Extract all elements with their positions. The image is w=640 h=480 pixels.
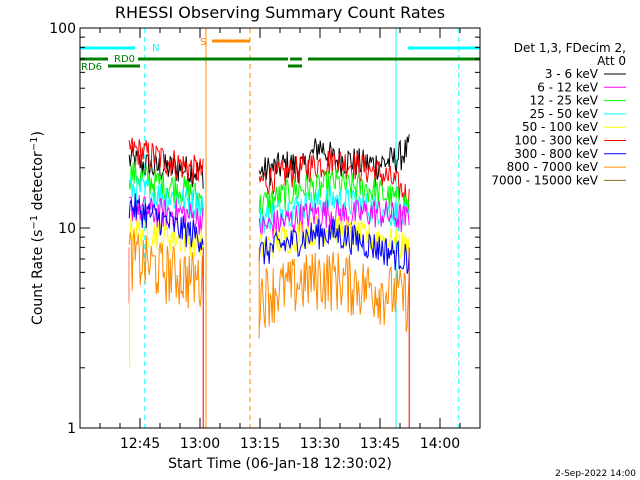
x-axis-label: Start Time (06-Jan-18 12:30:02) (168, 456, 392, 472)
flag-label-rd6: RD6 (81, 62, 102, 73)
legend-header-1: Att 0 (597, 54, 626, 68)
y-label-end: ) (30, 131, 46, 136)
x-tick-label-0: 12:45 (120, 436, 160, 452)
y-axis-label: Count Rate (s−1 detector−1) (29, 131, 46, 325)
x-tick-label-2: 13:15 (240, 436, 280, 452)
flag-label-n: N (152, 43, 159, 54)
x-tick-label-1: 13:00 (180, 436, 220, 452)
series-line-5-seg1 (128, 137, 204, 185)
y-label-sup-1: −1 (29, 215, 40, 230)
y-tick-label-2: 100 (49, 21, 76, 37)
legend-label-8: 7000 - 15000 keV (491, 173, 598, 187)
legend-label-1: 6 - 12 keV (537, 80, 599, 94)
plot-area: N S RD0 RD6 1 10 100 12:45 13:00 13:15 13:30 13:45 1… (49, 21, 481, 452)
x-tick-label-5: 14:00 (420, 436, 460, 452)
series-line-5-seg2 (258, 148, 410, 213)
flag-label-rd0: RD0 (114, 54, 135, 65)
series-line-2-seg2 (258, 169, 410, 218)
legend-header-0: Det 1,3, FDecim 2, (514, 41, 626, 55)
y-tick-label-0: 1 (67, 421, 76, 437)
legend-label-6: 300 - 800 keV (514, 147, 598, 161)
legend-label-7: 800 - 7000 keV (507, 160, 599, 174)
series-line-0-seg2 (258, 134, 410, 186)
y-label-sup-2: −1 (29, 137, 40, 152)
x-tick-label-3: 13:30 (300, 436, 340, 452)
x-tick-label-4: 13:45 (360, 436, 400, 452)
y-label-mid: detector (30, 151, 46, 215)
legend-label-2: 12 - 25 keV (530, 94, 599, 108)
series-line-6-seg2 (258, 218, 410, 275)
footer-date: 2-Sep-2022 14:00 (555, 469, 636, 479)
legend-label-4: 50 - 100 keV (522, 120, 599, 134)
series-line-7-seg2 (258, 252, 410, 333)
y-label-main: Count Rate (s (30, 230, 46, 325)
legend-label-0: 3 - 6 keV (545, 67, 599, 81)
legend-label-3: 25 - 50 keV (530, 107, 599, 121)
series-line-2-seg1 (128, 161, 204, 215)
y-tick-label-1: 10 (58, 221, 76, 237)
series-line-6-seg1 (128, 193, 204, 253)
chart-title: RHESSI Observing Summary Count Rates (115, 3, 445, 22)
legend-label-5: 100 - 300 keV (514, 134, 598, 148)
series-line-7-seg1 (128, 229, 204, 309)
flag-label-s: S (200, 37, 206, 48)
